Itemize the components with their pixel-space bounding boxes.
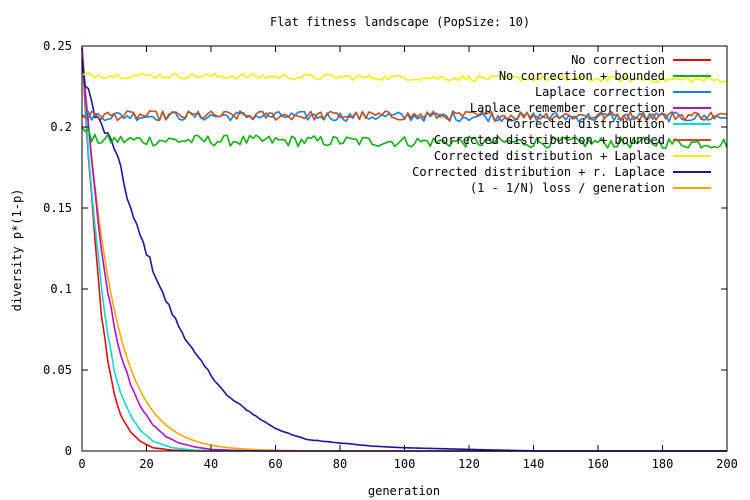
x-tick-label: 0 <box>78 457 85 471</box>
y-tick-label: 0 <box>65 444 72 458</box>
y-tick-label: 0.15 <box>43 201 72 215</box>
y-tick-label: 0.25 <box>43 39 72 53</box>
legend-label: Corrected distribution + bounded <box>434 133 665 147</box>
x-tick-label: 180 <box>652 457 674 471</box>
legend: No correction No correction + bounded Lapl… <box>412 53 711 195</box>
x-tick-label: 160 <box>587 457 609 471</box>
legend-label: Corrected distribution + r. Laplace <box>412 165 665 179</box>
legend-label: Corrected distribution + Laplace <box>434 149 665 163</box>
x-tick-label: 200 <box>716 457 738 471</box>
chart-title: Flat fitness landscape (PopSize: 10) <box>270 15 530 29</box>
series-line <box>81 126 728 150</box>
legend-label: No correction + bounded <box>499 69 665 83</box>
y-tick-label: 0.05 <box>43 363 72 377</box>
x-tick-label: 40 <box>204 457 218 471</box>
x-axis-label: generation <box>368 484 440 498</box>
legend-label: (1 - 1/N) loss / generation <box>470 181 665 195</box>
legend-label: Laplace remember correction <box>470 101 665 115</box>
x-tick-label: 20 <box>139 457 153 471</box>
y-tick-label: 0.2 <box>50 120 72 134</box>
legend-label: No correction <box>571 53 665 67</box>
x-tick-label: 140 <box>523 457 545 471</box>
x-tick-label: 120 <box>458 457 480 471</box>
legend-label: Corrected distribution <box>506 117 665 131</box>
series-line <box>81 72 728 84</box>
x-tick-label: 80 <box>333 457 347 471</box>
y-tick-label: 0.1 <box>50 282 72 296</box>
x-tick-label: 100 <box>394 457 416 471</box>
plot-frame <box>81 45 728 452</box>
legend-label: Laplace correction <box>535 85 665 99</box>
ticks-layer: 0 20 40 60 80 100 120 140 160 180 200 0 0.05 0.1 0.15 0… <box>43 39 738 471</box>
y-axis-label: diversity p*(1-p) <box>10 189 24 312</box>
x-tick-label: 60 <box>268 457 282 471</box>
series-line <box>81 110 728 122</box>
